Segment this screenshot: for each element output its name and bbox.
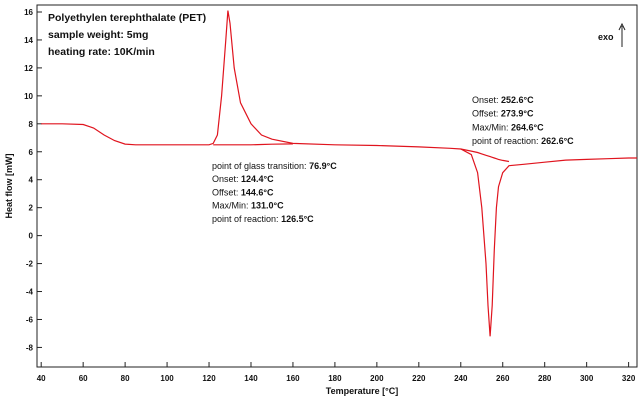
annotation-value: 126.5°C (281, 214, 314, 224)
annotation-value: 144.6°C (241, 187, 274, 197)
x-tick-label: 200 (370, 374, 384, 383)
curve (213, 143, 510, 163)
annotation: Offset: 144.6°C (212, 187, 274, 197)
x-tick-label: 60 (79, 374, 88, 383)
y-tick-label: 2 (29, 204, 34, 213)
annotation-value: 124.4°C (241, 174, 274, 184)
annotation-label: Onset: (212, 174, 239, 184)
annotation: point of glass transition: 76.9°C (212, 161, 337, 171)
x-tick-label: 240 (454, 374, 468, 383)
y-tick-label: -4 (26, 288, 34, 297)
annotation-label: point of reaction: (472, 136, 539, 146)
x-tick-label: 100 (160, 374, 174, 383)
x-tick-label: 140 (244, 374, 258, 383)
exo-label: exo (598, 32, 614, 42)
annotation: point of reaction: 126.5°C (212, 214, 314, 224)
annotation: point of reaction: 262.6°C (472, 136, 574, 146)
annotation-value: 252.6°C (501, 95, 534, 105)
annotation-label: Offset: (472, 109, 498, 119)
x-tick-label: 160 (286, 374, 300, 383)
annotation-label: Onset: (472, 95, 499, 105)
annotation-value: 264.6°C (511, 122, 544, 132)
y-tick-label: 14 (24, 36, 33, 45)
annotation: Onset: 124.4°C (212, 174, 274, 184)
y-tick-label: 12 (24, 64, 33, 73)
annotation-label: Max/Min: (212, 201, 249, 211)
exo-arrow-head (618, 22, 626, 31)
title-line: heating rate: 10K/min (48, 46, 155, 58)
x-tick-label: 120 (202, 374, 216, 383)
x-tick-label: 180 (328, 374, 342, 383)
y-tick-label: -8 (26, 343, 34, 352)
y-tick-label: 4 (29, 176, 34, 185)
y-axis-title: Heat flow [mW] (4, 154, 14, 219)
annotation: Max/Min: 264.6°C (472, 122, 544, 132)
x-tick-label: 40 (37, 374, 46, 383)
x-tick-label: 260 (496, 374, 510, 383)
curve (41, 10, 637, 337)
annotation: Offset: 273.9°C (472, 109, 534, 119)
plot-frame (36, 4, 638, 368)
title-line: Polyethylen terephthalate (PET) (48, 12, 206, 24)
y-tick-label: 6 (29, 148, 34, 157)
x-axis-title: Temperature [°C] (326, 386, 398, 396)
y-tick-label: 8 (29, 120, 34, 129)
annotation: Onset: 252.6°C (472, 95, 534, 105)
annotation-value: 262.6°C (541, 136, 574, 146)
annotation-value: 273.9°C (501, 109, 534, 119)
annotation-value: 131.0°C (251, 201, 284, 211)
y-tick-label: -6 (26, 315, 34, 324)
annotation-label: Offset: (212, 187, 238, 197)
annotation-label: point of glass transition: (212, 161, 307, 171)
x-tick-label: 280 (538, 374, 552, 383)
annotation-value: 76.9°C (309, 161, 337, 171)
title-line: sample weight: 5mg (48, 29, 148, 41)
x-tick-label: 320 (622, 374, 636, 383)
x-tick-label: 300 (580, 374, 594, 383)
y-tick-label: 16 (24, 8, 33, 17)
y-tick-label: -2 (26, 260, 34, 269)
annotation-label: Max/Min: (472, 122, 509, 132)
y-tick-label: 0 (29, 232, 34, 241)
y-tick-label: 10 (24, 92, 33, 101)
annotation-label: point of reaction: (212, 214, 279, 224)
annotation: Max/Min: 131.0°C (212, 201, 284, 211)
x-tick-label: 80 (121, 374, 130, 383)
x-tick-label: 220 (412, 374, 426, 383)
